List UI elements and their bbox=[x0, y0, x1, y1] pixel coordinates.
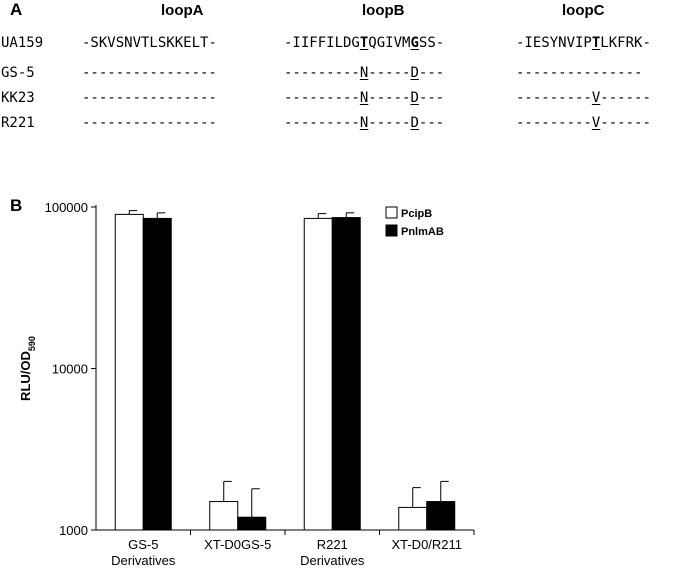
residue-run: --- bbox=[418, 115, 445, 131]
substituted-residue: D bbox=[410, 115, 419, 131]
sequence-segment: ---------------- bbox=[82, 63, 217, 83]
residue-run: -IIFFILDG bbox=[284, 35, 360, 51]
legend-swatch bbox=[385, 224, 398, 237]
y-tick-label: 1000 bbox=[59, 523, 88, 538]
x-tick-label: Derivatives bbox=[300, 553, 365, 568]
x-tick-label: R221 bbox=[317, 537, 348, 552]
panel-a-label: A bbox=[10, 0, 23, 19]
sequence-segment: -SKVSNVTLSKKELT- bbox=[82, 33, 217, 53]
y-axis-label-text: RLU/OD bbox=[18, 351, 33, 401]
residue-run: QGIVM bbox=[368, 35, 411, 51]
strain-name: KK23 bbox=[1, 90, 35, 106]
residue-run: --------- bbox=[516, 90, 592, 106]
bar-pnlmab bbox=[142, 217, 172, 531]
substituted-residue: N bbox=[359, 65, 369, 81]
residue-run: -SKVSNVTLSKKELT- bbox=[82, 35, 217, 51]
loop-c-header: loopC bbox=[562, 2, 605, 19]
x-tick-label: XT-D0GS-5 bbox=[204, 537, 271, 552]
strain-name: GS-5 bbox=[1, 65, 35, 81]
residue-run: LKFRK- bbox=[600, 35, 651, 51]
residue-run: SS- bbox=[418, 35, 445, 51]
residue-run: --- bbox=[418, 90, 445, 106]
y-tick-label: 100000 bbox=[45, 200, 88, 215]
substituted-residue: D bbox=[410, 90, 419, 106]
legend-swatch bbox=[385, 206, 398, 219]
legend-label: PnlmAB bbox=[401, 226, 444, 238]
substituted-residue: T bbox=[591, 35, 601, 51]
substituted-residue: D bbox=[410, 65, 419, 81]
substituted-residue: N bbox=[359, 90, 369, 106]
sequence-segment: -IESYNVIPTLKFRK- bbox=[516, 33, 651, 53]
residue-run: ---------------- bbox=[82, 65, 217, 81]
residue-run: ---------------- bbox=[82, 90, 217, 106]
sequence-segment: -IIFFILDGTQGIVMGSS- bbox=[284, 33, 444, 53]
x-tick-label: XT-D0/R211 bbox=[391, 537, 462, 552]
residue-run: --------- bbox=[284, 90, 360, 106]
residue-run: ----- bbox=[368, 115, 411, 131]
residue-run: ----- bbox=[368, 65, 411, 81]
residue-run: --------- bbox=[284, 65, 360, 81]
sequence-segment: ---------V------ bbox=[516, 88, 651, 108]
bar-pcipb bbox=[398, 506, 428, 531]
residue-run: ---------------- bbox=[82, 115, 217, 131]
sequence-segment: ---------------- bbox=[82, 113, 217, 133]
bar-pnlmab bbox=[237, 516, 267, 531]
y-axis-label: RLU/OD590 bbox=[18, 336, 37, 401]
sequence-segment: ---------N-----D--- bbox=[284, 88, 444, 108]
residue-run: --------- bbox=[516, 115, 592, 131]
residue-run: --------- bbox=[284, 115, 360, 131]
panel-b-label: B bbox=[10, 196, 23, 215]
substituted-residue: V bbox=[591, 115, 601, 131]
x-tick-label: Derivatives bbox=[111, 553, 176, 568]
y-tick-label: 10000 bbox=[52, 362, 88, 377]
strain-name: R221 bbox=[1, 115, 35, 131]
substituted-residue: G bbox=[410, 35, 419, 51]
loop-b-header: loopB bbox=[362, 2, 405, 19]
residue-run: --------------- bbox=[516, 65, 643, 81]
sequence-segment: ---------------- bbox=[82, 88, 217, 108]
sequence-segment: ---------V------ bbox=[516, 113, 651, 133]
residue-run: ------ bbox=[600, 115, 651, 131]
residue-run: ----- bbox=[368, 90, 411, 106]
bar-pcipb bbox=[209, 501, 239, 531]
substituted-residue: V bbox=[591, 90, 601, 106]
bar-pcipb bbox=[303, 217, 333, 531]
sequence-segment: ---------N-----D--- bbox=[284, 63, 444, 83]
bar-pnlmab bbox=[426, 501, 456, 531]
sequence-segment: ---------N-----D--- bbox=[284, 113, 444, 133]
bar-pcipb bbox=[114, 213, 144, 531]
x-tick-label: GS-5 bbox=[128, 537, 158, 552]
residue-run: ------ bbox=[600, 90, 651, 106]
substituted-residue: N bbox=[359, 115, 369, 131]
residue-run: --- bbox=[418, 65, 445, 81]
substituted-residue: T bbox=[359, 35, 369, 51]
y-axis-label-subscript: 590 bbox=[27, 336, 37, 351]
sequence-segment: --------------- bbox=[516, 63, 642, 83]
bar-pnlmab bbox=[331, 217, 361, 531]
strain-name: UA159 bbox=[1, 35, 44, 51]
loop-a-header: loopA bbox=[161, 2, 204, 19]
legend-label: PcipB bbox=[401, 208, 432, 220]
residue-run: -IESYNVIP bbox=[516, 35, 592, 51]
